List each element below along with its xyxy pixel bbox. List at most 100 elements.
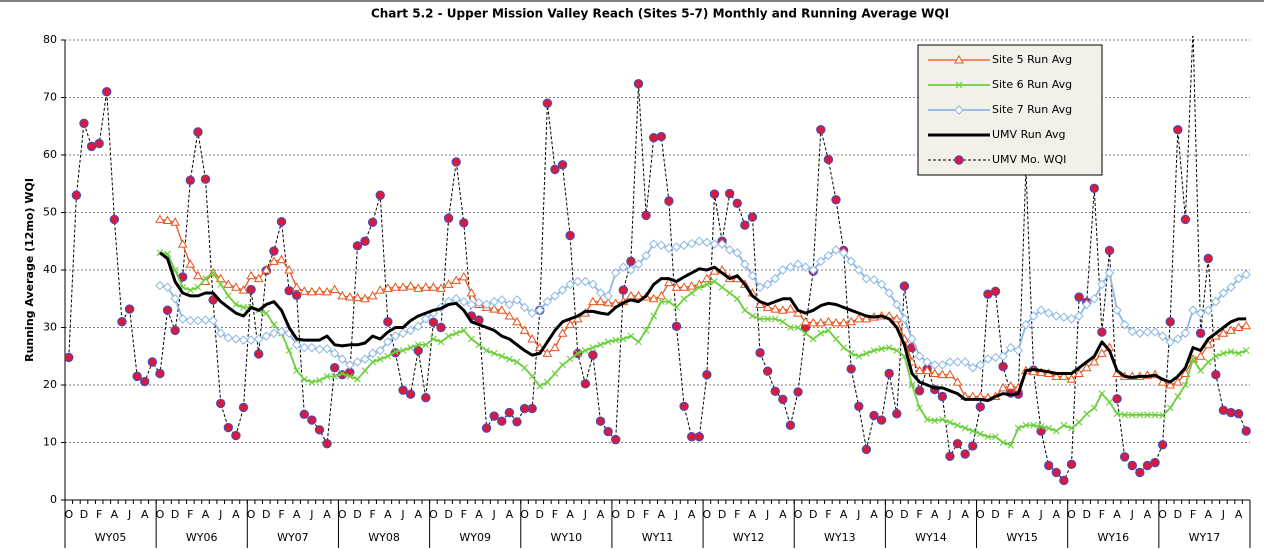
marker	[914, 351, 925, 361]
marker	[193, 270, 203, 280]
x-tick-label: J	[947, 508, 951, 521]
marker	[930, 360, 940, 370]
marker	[293, 367, 301, 375]
group-label: WY05	[95, 531, 127, 544]
marker	[740, 259, 750, 269]
marker	[853, 313, 864, 323]
marker	[1051, 311, 1062, 321]
marker	[1241, 426, 1251, 436]
marker	[603, 297, 613, 307]
marker	[861, 444, 872, 455]
marker	[747, 212, 758, 222]
marker	[489, 296, 499, 307]
marker	[914, 365, 925, 375]
marker	[1241, 269, 1251, 280]
marker	[405, 389, 416, 399]
marker	[724, 245, 735, 255]
marker	[270, 321, 278, 329]
marker	[656, 290, 667, 300]
marker	[960, 357, 970, 367]
marker	[869, 410, 879, 421]
marker	[899, 314, 910, 324]
x-tick-label: A	[1144, 508, 1152, 521]
marker	[581, 347, 589, 354]
marker	[193, 315, 203, 326]
x-tick-label: O	[520, 508, 529, 521]
marker	[771, 315, 779, 323]
marker	[999, 439, 1007, 446]
marker	[589, 344, 597, 352]
marker	[695, 283, 703, 291]
marker	[954, 105, 964, 115]
marker	[635, 338, 642, 346]
marker	[557, 160, 568, 170]
marker	[519, 302, 530, 313]
marker	[519, 325, 530, 334]
marker	[885, 344, 893, 352]
marker	[1180, 368, 1191, 377]
marker	[428, 317, 439, 328]
marker	[1113, 410, 1121, 418]
marker	[481, 423, 492, 433]
marker	[232, 301, 240, 308]
marker	[300, 375, 308, 383]
marker	[1165, 337, 1175, 347]
x-tick-label: J	[309, 508, 313, 521]
x-tick-label: F	[96, 508, 102, 521]
marker	[497, 295, 507, 305]
marker	[307, 286, 317, 296]
marker	[1195, 328, 1206, 338]
marker	[688, 289, 696, 297]
marker	[574, 349, 582, 357]
marker	[603, 291, 613, 301]
x-tick-label: F	[187, 508, 193, 521]
group-label: WY06	[186, 531, 218, 544]
marker	[162, 215, 173, 225]
marker	[1028, 311, 1039, 321]
marker	[779, 318, 787, 326]
marker	[876, 279, 887, 290]
marker	[808, 317, 819, 327]
marker	[938, 416, 946, 423]
marker	[755, 299, 765, 308]
marker	[673, 303, 680, 311]
marker	[1007, 441, 1015, 449]
marker	[770, 304, 781, 313]
marker	[1089, 183, 1099, 194]
marker	[223, 333, 234, 343]
x-tick-label: O	[1158, 508, 1167, 521]
marker	[861, 273, 872, 284]
marker	[907, 334, 917, 344]
x-tick-label: A	[1204, 508, 1212, 521]
x-tick-label: F	[643, 508, 649, 521]
marker	[276, 254, 287, 264]
marker	[331, 372, 339, 380]
marker	[922, 357, 932, 367]
x-tick-label: O	[156, 508, 165, 521]
marker	[656, 131, 666, 142]
marker	[1068, 424, 1075, 432]
marker	[170, 325, 180, 336]
x-tick-label: D	[353, 508, 361, 521]
marker	[1242, 347, 1250, 354]
marker	[1188, 305, 1198, 315]
marker	[208, 315, 218, 326]
chart-title: Chart 5.2 - Upper Mission Valley Reach (…	[371, 7, 949, 21]
marker	[390, 331, 401, 341]
y-tick-label: 60	[43, 148, 57, 161]
legend-label: UMV Mo. WQI	[992, 153, 1066, 166]
marker	[254, 349, 264, 359]
y-tick-label: 40	[43, 263, 57, 276]
marker	[117, 317, 127, 327]
marker	[1074, 292, 1084, 302]
marker	[224, 292, 232, 300]
marker	[1172, 377, 1183, 386]
marker	[914, 386, 925, 396]
y-tick-label: 30	[43, 321, 57, 334]
marker	[1119, 452, 1130, 462]
marker	[337, 354, 347, 364]
marker	[641, 250, 651, 261]
x-tick-label: O	[247, 508, 256, 521]
marker	[459, 218, 469, 228]
marker	[240, 303, 247, 311]
